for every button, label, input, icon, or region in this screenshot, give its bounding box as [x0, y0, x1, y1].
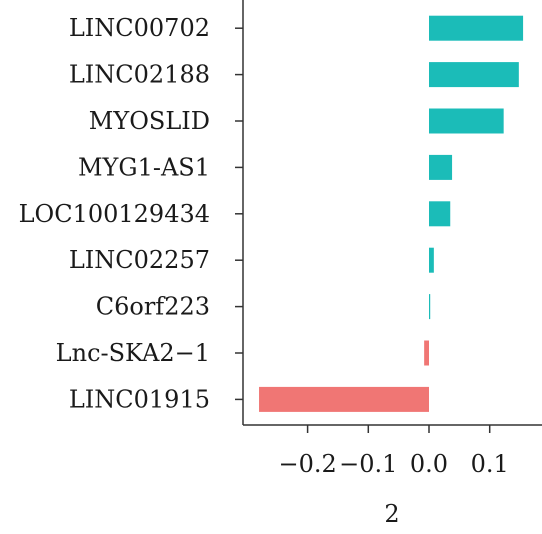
x-tick-label: 0.0: [410, 450, 448, 478]
y-tick-label: Lnc-SKA2−1: [56, 339, 210, 367]
bar-linc02257: [429, 247, 434, 273]
x-tick-label: −0.2: [278, 450, 336, 478]
bar-myoslid: [429, 108, 504, 134]
y-tick-label: LINC01915: [69, 385, 210, 413]
bar-myg1-as1: [429, 154, 453, 180]
bar-loc100129434: [429, 201, 451, 227]
bar-linc01915: [259, 386, 429, 412]
y-tick-label: LINC00702: [69, 14, 210, 42]
y-axis-ticks: LINC00702 LINC02188 MYOSLID MYG1-AS1 LOC1001…: [19, 14, 243, 413]
x-axis-title: 2: [384, 500, 399, 528]
y-tick-label: LINC02257: [69, 246, 210, 274]
x-tick-label: 0.1: [471, 450, 509, 478]
bar-linc02188: [429, 62, 519, 88]
y-tick-label: C6orf223: [96, 293, 210, 321]
x-tick-label: −0.1: [339, 450, 397, 478]
bar-linc00702: [429, 15, 524, 41]
bars-layer: [259, 15, 524, 412]
bar-c6orf223: [429, 294, 431, 320]
y-tick-label: LINC02188: [69, 61, 210, 89]
bar-lnc-ska2-1: [424, 340, 429, 366]
x-axis-ticks: −0.2 −0.1 0.0 0.1: [278, 425, 509, 478]
y-tick-label: LOC100129434: [19, 200, 210, 228]
y-tick-label: MYG1-AS1: [78, 153, 210, 181]
y-tick-label: MYOSLID: [89, 107, 210, 135]
